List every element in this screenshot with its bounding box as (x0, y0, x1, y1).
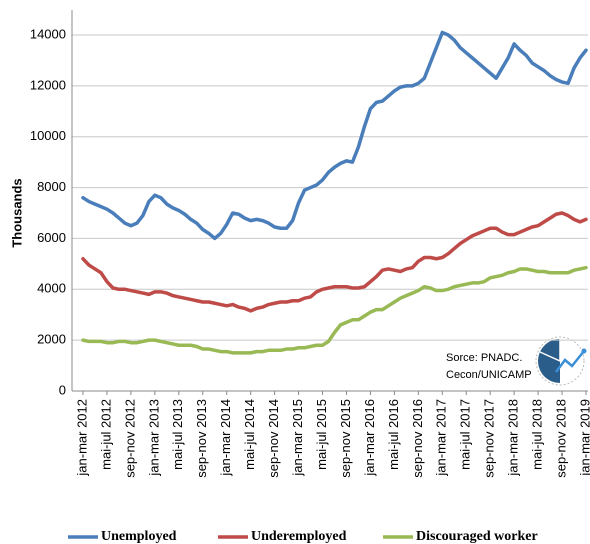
x-tick-label: mai-jul 2015 (314, 399, 329, 470)
x-tick-label: mai-jul 2016 (386, 399, 401, 470)
x-tick-label: sep-nov 2017 (482, 399, 497, 478)
y-tick-label: 4000 (37, 281, 66, 296)
series-line (81, 265, 588, 355)
legend-label: Unemployed (101, 529, 177, 544)
y-tick-label: 0 (59, 382, 66, 397)
x-tick-label: mai-jul 2014 (242, 399, 257, 470)
y-tick-label: 10000 (30, 128, 66, 143)
x-tick-label: sep-nov 2012 (122, 399, 137, 478)
x-tick-label: sep-nov 2018 (553, 399, 568, 478)
source-logo (535, 336, 587, 386)
x-tick-label: sep-nov 2015 (338, 399, 353, 478)
y-tick-label: 8000 (37, 179, 66, 194)
x-tick-label: jan-mar 2012 (74, 399, 89, 477)
y-tick-label: 14000 (30, 26, 66, 41)
y-tick-label: 2000 (37, 332, 66, 347)
x-tick-label: jan-mar 2018 (506, 399, 521, 477)
x-tick-label: mai-jul 2018 (530, 399, 545, 470)
x-tick-label: jan-mar 2013 (146, 399, 161, 477)
legend-label: Discouraged worker (416, 529, 538, 544)
x-tick-label: mai-jul 2013 (170, 399, 185, 470)
source-note: Sorce: PNADC. (446, 352, 522, 364)
x-tick-label: jan-mar 2015 (290, 399, 305, 477)
source-note: Cecon/UNICAMP (446, 369, 532, 381)
x-tick-label: jan-mar 2016 (362, 399, 377, 477)
series-line (81, 30, 588, 241)
y-tick-label: 12000 (30, 77, 66, 92)
x-tick-label: mai-jul 2012 (98, 399, 113, 470)
y-axis-title: Thousands (9, 178, 24, 247)
series-line (81, 211, 588, 313)
y-tick-label: 6000 (37, 230, 66, 245)
x-tick-label: sep-nov 2016 (410, 399, 425, 478)
x-tick-label: mai-jul 2017 (458, 399, 473, 470)
x-tick-label: jan-mar 2014 (218, 399, 233, 477)
x-tick-label: jan-mar 2019 (577, 399, 590, 477)
legend-label: Underemployed (251, 529, 347, 544)
x-tick-label: sep-nov 2014 (266, 399, 281, 478)
x-tick-label: sep-nov 2013 (194, 399, 209, 478)
x-tick-label: jan-mar 2017 (434, 399, 449, 477)
